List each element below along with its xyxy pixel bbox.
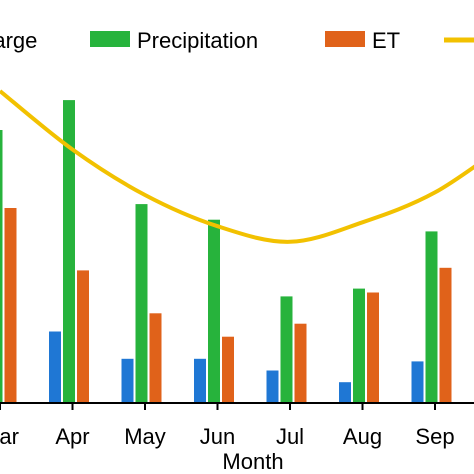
bar-precipitation-apr (63, 100, 75, 403)
x-tick-label-jun: Jun (200, 424, 235, 449)
x-tick-label-apr: Apr (55, 424, 89, 449)
x-tick-label-may: May (124, 424, 166, 449)
bar-et-sep (439, 267, 452, 403)
legend: Precipitation ET Recharge (0, 28, 474, 53)
x-axis-title: Month (222, 449, 283, 474)
bar-et-aug (367, 292, 379, 403)
legend-swatch-et (325, 31, 365, 47)
legend-swatch-precipitation (90, 31, 130, 47)
x-tick-label-jul: Jul (276, 424, 304, 449)
bar-recharge-apr (49, 331, 61, 403)
bar-recharge-aug (339, 382, 351, 403)
bar-precipitation-sep (425, 231, 438, 403)
bar-et-apr (77, 270, 89, 403)
x-tick-label-aug: Aug (343, 424, 382, 449)
bar-precipitation-mar (0, 130, 3, 403)
x-axis-ticks: MarAprMayJunJulAugSepOct (0, 403, 455, 449)
bar-et-mar (4, 208, 17, 403)
legend-label-et: ET (372, 28, 400, 53)
bar-precipitation-aug (353, 288, 365, 403)
x-tick-label-mar: Mar (0, 424, 19, 449)
bar-et-may (149, 313, 162, 403)
series-line (0, 89, 474, 244)
bar-recharge-jul (266, 370, 279, 403)
bar-precipitation-jun (208, 219, 220, 403)
bar-et-jul (294, 323, 307, 403)
legend-label-precipitation: Precipitation (137, 28, 258, 53)
plot-area (0, 89, 474, 403)
legend-label-recharge: Recharge (0, 28, 37, 53)
bar-recharge-sep (411, 361, 424, 403)
x-tick-label-sep: Sep (415, 424, 454, 449)
bar-et-jun (222, 336, 234, 403)
bar-recharge-may (121, 358, 134, 403)
bar-precipitation-jul (280, 296, 293, 403)
bar-recharge-jun (194, 358, 206, 403)
bar-precipitation-may (135, 204, 148, 403)
